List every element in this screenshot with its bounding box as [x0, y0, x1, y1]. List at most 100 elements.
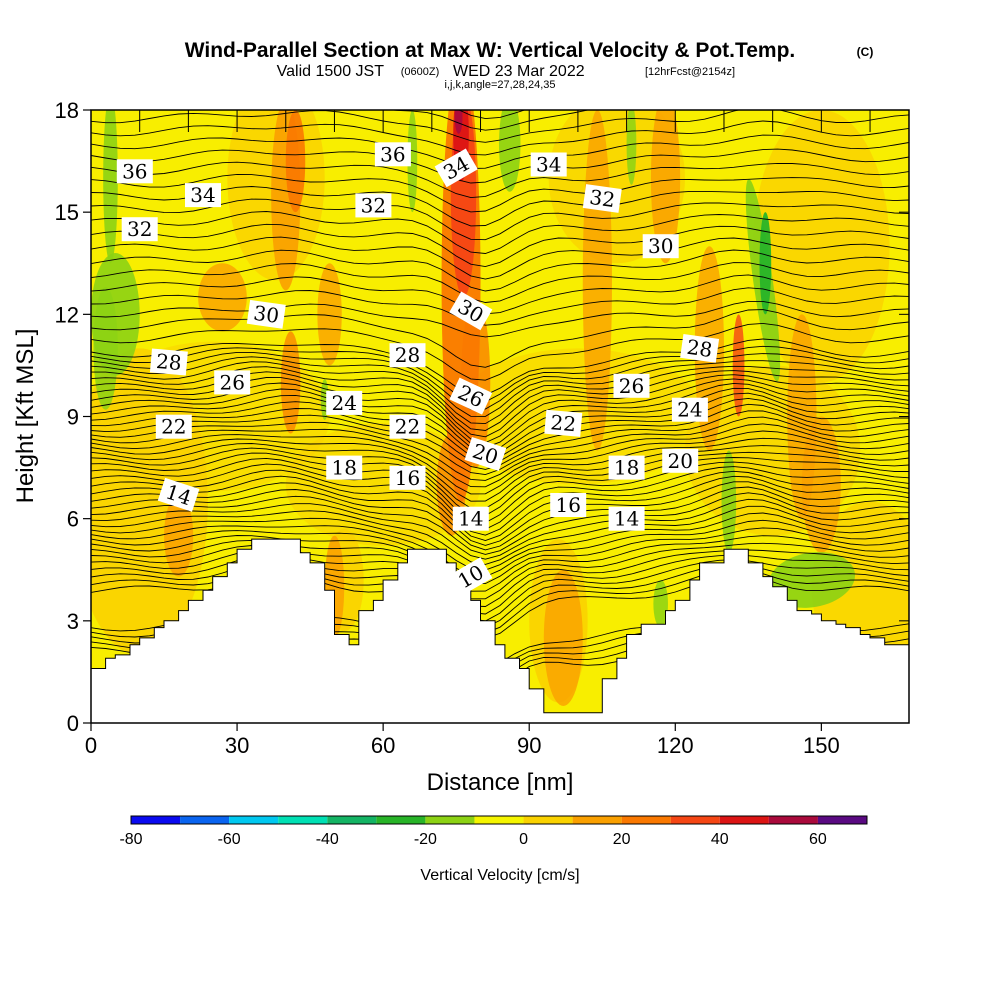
theta-contour-label: 18 — [326, 455, 363, 480]
strong-updraft-core — [454, 110, 463, 134]
colorbar-tick-label: 60 — [809, 831, 827, 848]
theta-contour-line — [91, 545, 909, 607]
contour-label-text: 14 — [458, 507, 483, 531]
theta-contour-line — [91, 300, 909, 338]
theta-contour-label: 22 — [155, 414, 192, 439]
updraft-area — [548, 110, 686, 264]
x-tick-label: 90 — [517, 733, 541, 758]
contour-label-box — [326, 455, 363, 480]
colorbar-segment — [278, 816, 328, 824]
theta-contour-line — [91, 236, 909, 280]
x-tick-label: 30 — [225, 733, 249, 758]
colorbar-tick-label: -60 — [218, 831, 241, 848]
updraft-area — [285, 110, 306, 213]
chart-title: Wind-Parallel Section at Max W: Vertical… — [185, 39, 796, 62]
theta-contour-line — [91, 492, 909, 555]
colorbar-segment — [719, 816, 769, 824]
theta-contour-line — [91, 550, 909, 615]
contour-label-text: 22 — [161, 415, 186, 439]
updraft-area — [461, 297, 491, 468]
contour-label-box — [452, 506, 489, 531]
colorbar-tick-label: -20 — [414, 831, 437, 848]
theta-contour-label: 32 — [355, 193, 392, 218]
colorbar-segment — [376, 816, 426, 824]
theta-contour-line — [91, 110, 909, 143]
contour-label-box — [374, 142, 411, 167]
colorbar-segment — [523, 816, 573, 824]
contour-label-box — [326, 390, 363, 415]
updraft-area — [582, 110, 612, 451]
updraft-area — [732, 314, 745, 417]
updraft-area — [198, 263, 247, 332]
contour-label-text: 34 — [536, 153, 561, 177]
theta-contour-line — [91, 338, 909, 396]
updraft-area — [317, 263, 342, 366]
title-block: Wind-Parallel Section at Max W: Vertical… — [185, 39, 874, 91]
contour-label-box — [389, 343, 426, 368]
x-tick-label: 120 — [657, 733, 694, 758]
y-axis-label: Height [Kft MSL] — [12, 329, 39, 504]
contour-label-text: 24 — [677, 398, 702, 422]
colorbar-tick-label: 0 — [519, 831, 528, 848]
chart-title-mark: (C) — [857, 45, 874, 59]
contour-label-text: 36 — [122, 159, 147, 183]
contour-label-box — [642, 234, 679, 259]
contour-label-box — [671, 397, 708, 422]
theta-contour-line — [457, 110, 527, 120]
contour-label-box — [680, 334, 720, 363]
theta-contour-label: 14 — [452, 506, 489, 531]
updraft-area — [543, 569, 583, 706]
contour-label-text: 26 — [219, 370, 244, 394]
y-tick-label: 12 — [55, 302, 79, 327]
x-axis-ticks: 0 30 60 90 120 150 — [85, 723, 840, 758]
contour-labels: 36 34 32 30 28 26 22 14 24 18 16 22 28 32 36 34 30 26 20 14… — [116, 142, 720, 596]
contour-label-text: 36 — [380, 142, 405, 166]
valid-utc: (0600Z) — [401, 66, 440, 78]
contour-label-text: 28 — [395, 343, 420, 367]
contour-label-box — [116, 159, 153, 184]
theta-contour-line — [91, 481, 909, 546]
theta-contour-label: 26 — [613, 373, 650, 398]
x-tick-label: 0 — [85, 733, 97, 758]
contour-label-text: 16 — [395, 466, 420, 490]
theta-contour-label: 32 — [121, 217, 158, 242]
contour-label-box — [544, 409, 583, 437]
theta-contour-line — [91, 486, 909, 551]
theta-contour-label: 30 — [246, 299, 286, 329]
colorbar-tick-labels: -80 -60 -40 -20 0 20 40 60 — [119, 831, 826, 848]
theta-contour-line — [91, 345, 909, 403]
theta-contour-line — [91, 382, 909, 449]
theta-contour-label: 20 — [662, 448, 699, 473]
downdraft-area — [93, 287, 118, 410]
colorbar-segment — [572, 816, 622, 824]
theta-contour-line — [91, 351, 909, 410]
updraft-area — [650, 110, 681, 264]
theta-contour-label: 22 — [544, 409, 583, 437]
x-tick-label: 150 — [803, 733, 840, 758]
downdraft-area — [626, 110, 637, 185]
contour-label-box — [530, 152, 567, 177]
theta-contour-line — [94, 110, 837, 131]
contour-label-text: 32 — [361, 193, 386, 217]
contour-label-text: 32 — [127, 217, 152, 241]
plot-area: 36 34 32 30 28 26 22 14 24 18 16 22 28 32 36 34 30 26 20 14… — [91, 110, 909, 723]
grid-indices: i,j,k,angle=27,28,24,35 — [444, 79, 555, 91]
colorbar-tick-label: 20 — [613, 831, 631, 848]
y-tick-label: 0 — [67, 711, 79, 736]
theta-contour-line — [91, 423, 909, 481]
x-tick-label: 60 — [371, 733, 395, 758]
contour-label-text: 32 — [588, 185, 617, 212]
colorbar-segment — [131, 816, 181, 824]
theta-contour-line — [91, 416, 909, 476]
contour-label-text: 16 — [555, 493, 580, 517]
theta-contour-label: 24 — [671, 397, 708, 422]
colorbar-segment — [474, 816, 524, 824]
downdraft-area — [103, 110, 118, 264]
theta-contour-line — [91, 322, 909, 381]
theta-contour-line — [91, 519, 909, 578]
contour-label-box — [449, 377, 493, 415]
theta-contour-label: 18 — [608, 455, 645, 480]
theta-contour-label: 16 — [550, 493, 587, 517]
contour-label-box — [389, 414, 426, 439]
theta-contour-label: 28 — [680, 334, 720, 363]
